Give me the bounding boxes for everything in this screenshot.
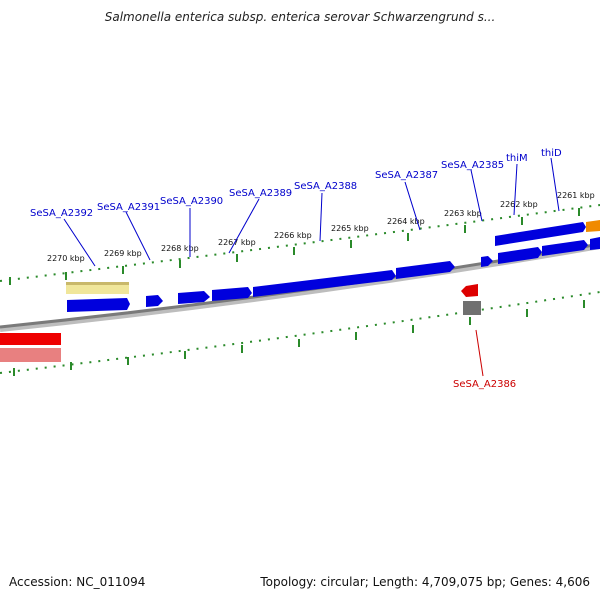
gene-sesa-a2385 [481, 256, 493, 267]
genome-title: Salmonella enterica subsp. enterica sero… [104, 10, 496, 24]
gene-sesa-a2392 [67, 298, 130, 312]
gene-thim [498, 247, 542, 264]
genome-summary-text: Topology: circular; Length: 4,709,075 bp… [260, 575, 590, 589]
gene-sesa-a2390 [178, 291, 210, 304]
tick-label-2267: 2267 kbp [218, 238, 256, 247]
tick-label-2262: 2262 kbp [500, 200, 538, 209]
gene-thim-upper [495, 222, 586, 246]
gene-sesa-a2388 [253, 270, 396, 297]
gene-label-thim: thiM [506, 153, 528, 164]
tick-labels: 2261 kbp 2262 kbp 2263 kbp 2264 kbp 2265… [47, 191, 595, 263]
gene-next [590, 237, 600, 250]
gene-thid [542, 240, 588, 256]
gene-labels: SeSA_A2392 SeSA_A2391 SeSA_A2390 SeSA_A2… [30, 148, 562, 219]
gene-sesa-a2391 [146, 295, 163, 307]
gene-label-sesa-a2390: SeSA_A2390 [160, 196, 223, 207]
upper-major-ticks [9, 208, 580, 285]
gene-label-sesa-a2388: SeSA_A2388 [294, 181, 357, 192]
tick-label-2265: 2265 kbp [331, 224, 369, 233]
gene-label-sesa-a2389: SeSA_A2389 [229, 188, 292, 199]
gene-label-thid: thiD [541, 148, 562, 159]
gene-label-sesa-a2392: SeSA_A2392 [30, 208, 93, 219]
tick-label-2268: 2268 kbp [161, 244, 199, 253]
tick-label-2270: 2270 kbp [47, 254, 85, 263]
tick-label-2264: 2264 kbp [387, 217, 425, 226]
tick-label-2269: 2269 kbp [104, 249, 142, 258]
gray-feature [463, 301, 481, 315]
tick-label-2261: 2261 kbp [557, 191, 595, 200]
tick-label-2263: 2263 kbp [444, 209, 482, 218]
label-connector-sesa-a2386 [475, 329, 484, 377]
gene-sesa-a2387 [396, 261, 455, 279]
lower-major-ticks [13, 300, 585, 376]
gene-label-sesa-a2391: SeSA_A2391 [97, 202, 160, 213]
gene-label-sesa-a2387: SeSA_A2387 [375, 170, 438, 181]
gene-sesa-a2386-shape [461, 284, 478, 297]
tick-label-2266: 2266 kbp [274, 231, 312, 240]
forward-genes [67, 220, 600, 312]
gene-sesa-a2389 [212, 287, 252, 301]
red-feature-left [0, 333, 61, 345]
orange-feature [586, 220, 600, 232]
accession-text: Accession: NC_011094 [9, 575, 146, 589]
gene-label-sesa-a2386: SeSA_A2386 [453, 379, 516, 390]
yellow-feature-edge [66, 282, 129, 285]
label-connectors [63, 157, 560, 267]
gene-label-sesa-a2385: SeSA_A2385 [441, 160, 504, 171]
pink-feature-left [0, 348, 61, 362]
